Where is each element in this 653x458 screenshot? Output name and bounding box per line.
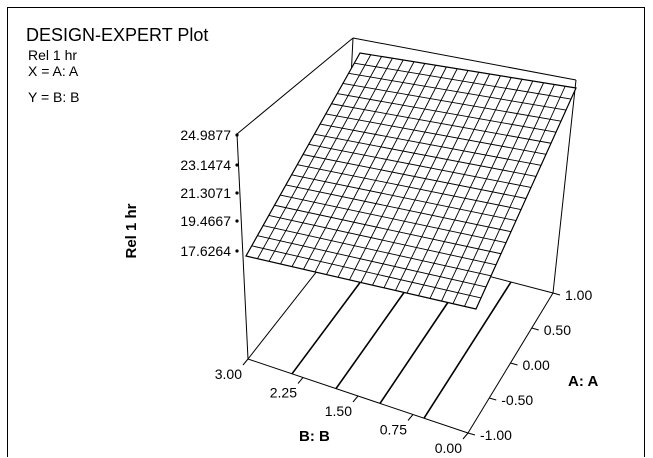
x-tick-label: 1.00 [565,287,592,303]
x-tick-label: -1.00 [480,427,512,443]
plot-frame: DESIGN-EXPERT Plot Rel 1 hr X = A: A Y =… [7,7,645,457]
z-tick-mark [235,219,239,223]
x-tick-mark [531,327,539,331]
top-edge-back-left [236,37,354,135]
x-tick-mark [489,397,497,401]
y-tick-label: 0.00 [435,440,462,456]
z-axis: 24.9877 23.1474 21.3071 19.4667 17.6264 [180,127,239,259]
x-tick-mark [467,432,476,436]
contour-line [423,281,512,419]
z-tick-mark [235,163,239,167]
y-tick-mark [462,432,469,440]
z-axis-label: Rel 1 hr [123,203,140,258]
z-tick-label: 24.9877 [180,127,231,143]
surface-outline [245,52,577,310]
y-tick-label: 3.00 [215,366,242,382]
chart-title: DESIGN-EXPERT Plot [26,25,208,45]
x-tick-mark [510,362,518,366]
y-tick-mark [242,358,249,366]
y-tick-label: 0.75 [380,422,407,438]
surface-plot: DESIGN-EXPERT Plot Rel 1 hr X = A: A Y =… [26,25,598,456]
surface-mesh [245,52,577,310]
mesh-line-a [429,80,534,299]
x-axis: 1.00 0.50 0.00 -0.50 -1.00 [467,287,592,443]
mesh-line-b [314,133,537,177]
z-tick-label: 23.1474 [180,157,231,173]
mesh-line-a [464,86,566,307]
mesh-line-b [337,93,557,133]
mesh-line-a [383,73,491,288]
vertical-edge-right [552,79,577,294]
y-tick-mark [297,377,304,384]
mesh-line-b [302,154,527,199]
mesh-line-b [354,62,572,100]
mesh-line-b [331,103,552,144]
mesh-line-a [395,75,501,291]
info-line-3: Y = B: B [28,89,80,105]
z-tick-label: 19.4667 [180,213,231,229]
x-tick-label: 0.00 [523,357,550,373]
y-tick-mark [407,414,414,421]
y-tick-label: 2.25 [270,385,297,401]
vertical-edge-left [236,133,249,360]
y-tick-mark [352,395,359,403]
mesh-line-a [452,84,555,304]
z-tick-mark [235,133,239,137]
top-edge-back-right [352,37,577,81]
mesh-line-a [406,77,512,294]
x-tick-mark [552,292,561,296]
x-tick-label: -0.50 [501,392,533,408]
info-line-2: X = A: A [28,63,79,79]
mesh-line-b [348,72,567,111]
mesh-line-b [325,113,547,155]
mesh-line-a [441,82,545,302]
x-axis-label: A: A [568,373,598,390]
mesh-line-a [372,72,480,286]
z-tick-label: 21.3071 [180,185,231,201]
z-tick-mark [235,191,239,195]
y-axis: 3.00 2.25 1.50 0.75 0.00 [215,358,469,456]
y-tick-label: 1.50 [325,403,352,419]
info-line-1: Rel 1 hr [28,47,77,63]
z-tick-mark [235,249,239,253]
mesh-line-a [418,79,523,296]
mesh-line-b [320,123,542,166]
mesh-line-b [342,83,562,122]
y-axis-label: B: B [299,428,330,445]
mesh-line-b [308,143,532,188]
z-tick-label: 17.6264 [180,243,231,259]
x-tick-label: 0.50 [544,322,571,338]
